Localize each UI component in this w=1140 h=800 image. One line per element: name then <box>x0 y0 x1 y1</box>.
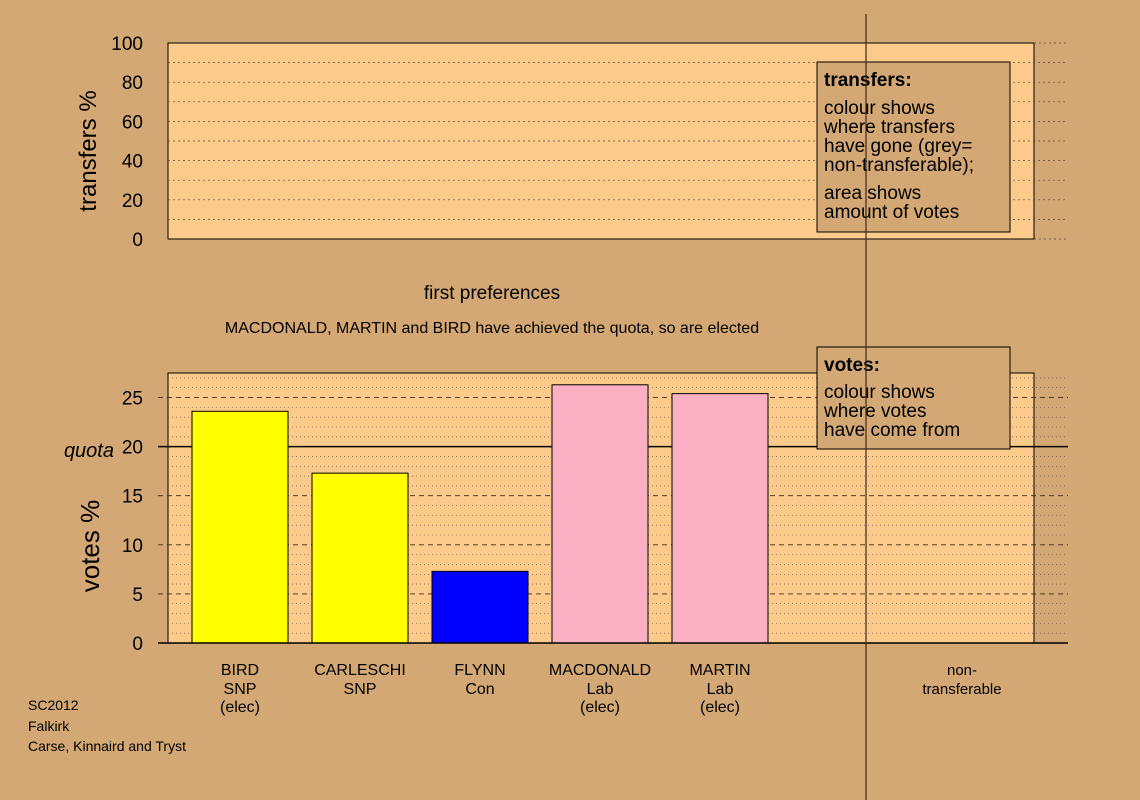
candidate-status-label: (elec) <box>220 699 260 716</box>
footer: SC2012 Falkirk Carse, Kinnaird and Tryst <box>28 697 186 754</box>
votes-legend-line: colour shows <box>824 382 935 403</box>
transfers-y-tick-label: 20 <box>122 191 143 212</box>
transfers-y-tick-label: 40 <box>122 152 143 173</box>
transfers-chart: 0 20 40 60 80 100 transfers % transfers: colo… <box>75 34 1068 251</box>
transfers-legend-line: colour shows <box>824 98 935 119</box>
footer-line: SC2012 <box>28 697 79 713</box>
non-transferable-label: non- <box>947 662 977 679</box>
votes-y-axis-label: votes % <box>75 500 105 593</box>
vote-bar <box>671 393 769 644</box>
votes-y-tick-label: 25 <box>122 389 143 410</box>
candidate-status-label: (elec) <box>700 699 740 716</box>
transfers-y-tick-label: 80 <box>122 73 143 94</box>
candidate-labels: BIRDSNP(elec)CARLESCHISNPFLYNNConMACDONA… <box>220 662 751 716</box>
candidate-party-label: Con <box>465 681 494 698</box>
transfers-legend-title: transfers: <box>824 70 912 91</box>
votes-legend-title: votes: <box>824 355 880 376</box>
transfers-y-tick-label: 100 <box>111 34 143 55</box>
quota-label: quota <box>64 440 114 462</box>
candidate-name-label: MARTIN <box>689 662 750 679</box>
vote-bar <box>431 570 529 644</box>
candidate-name-label: FLYNN <box>454 662 505 679</box>
transfers-legend-line: where transfers <box>823 117 955 138</box>
candidate-name-label: MACDONALD <box>549 662 651 679</box>
votes-y-tick-label: 15 <box>122 487 143 508</box>
votes-legend-line: have come from <box>824 420 960 441</box>
candidate-party-label: Lab <box>587 681 614 698</box>
candidate-status-label: (elec) <box>580 699 620 716</box>
candidate-party-label: Lab <box>707 681 734 698</box>
vote-bar <box>311 472 409 644</box>
footer-line: Carse, Kinnaird and Tryst <box>28 738 186 754</box>
votes-legend-box <box>816 346 1011 450</box>
vote-bar <box>551 384 649 644</box>
vote-bar <box>191 410 289 644</box>
transfers-legend-box <box>816 61 1011 233</box>
transfers-legend: transfers: colour shows where transfers … <box>816 61 1011 233</box>
transfers-legend-line: area shows <box>824 183 921 204</box>
transfers-y-tick-label: 60 <box>122 112 143 133</box>
candidate-party-label: SNP <box>224 681 257 698</box>
transfers-legend-line: non-transferable); <box>824 155 974 176</box>
candidate-party-label: SNP <box>344 681 377 698</box>
candidate-name-label: BIRD <box>221 662 259 679</box>
transfers-y-axis-label: transfers % <box>75 90 102 211</box>
footer-line: Falkirk <box>28 718 70 734</box>
transfers-legend-line: have gone (grey= <box>824 136 972 157</box>
votes-y-tick-label: 5 <box>132 585 143 606</box>
votes-y-tick-label: 20 <box>122 438 143 459</box>
votes-y-tick-label: 0 <box>132 634 143 655</box>
chart-title: first preferences <box>424 283 560 304</box>
chart-subtitle: MACDONALD, MARTIN and BIRD have achieved… <box>225 320 759 337</box>
votes-bars <box>191 384 769 644</box>
candidate-name-label: CARLESCHI <box>314 662 406 679</box>
transfers-y-tick-label: 0 <box>132 230 143 251</box>
votes-legend-line: where votes <box>823 401 926 422</box>
non-transferable-label: transferable <box>922 681 1001 698</box>
votes-y-ticks: 0 5 10 15 20 25 <box>122 389 143 655</box>
transfers-y-ticks: 0 20 40 60 80 100 <box>111 34 143 251</box>
votes-y-tick-label: 10 <box>122 536 143 557</box>
votes-legend: votes: colour shows where votes have com… <box>816 346 1011 450</box>
transfers-legend-line: amount of votes <box>824 202 959 223</box>
